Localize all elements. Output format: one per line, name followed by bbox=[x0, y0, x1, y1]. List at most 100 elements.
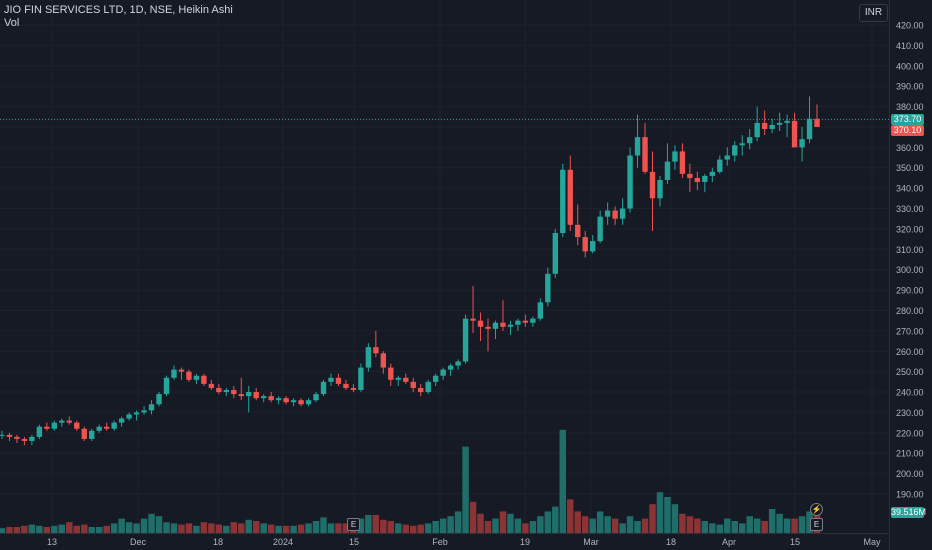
x-tick-label: Dec bbox=[130, 537, 147, 547]
volume-bar bbox=[537, 516, 544, 533]
volume-bar bbox=[634, 521, 641, 533]
candle-body bbox=[186, 371, 192, 380]
candle-body bbox=[29, 436, 35, 441]
volume-bar bbox=[454, 511, 462, 533]
x-tick-label: 2024 bbox=[273, 537, 293, 547]
x-tick-label: Mar bbox=[583, 537, 599, 547]
candle-body bbox=[432, 375, 439, 382]
candle-body bbox=[96, 426, 102, 431]
candle-body bbox=[216, 387, 222, 393]
candle-body bbox=[44, 426, 50, 429]
candle-body bbox=[305, 400, 312, 405]
volume-bar bbox=[95, 527, 103, 533]
candle-body bbox=[612, 210, 618, 219]
earnings-event-marker[interactable]: E bbox=[810, 518, 823, 531]
volume-bar bbox=[507, 513, 514, 533]
symbol-title[interactable]: JIO FIN SERVICES LTD, 1D, NSE, Heikin As… bbox=[4, 4, 233, 16]
volume-bar bbox=[552, 506, 559, 533]
volume-bar bbox=[806, 511, 813, 533]
volume-bar bbox=[305, 523, 312, 533]
y-tick-label: 380.00 bbox=[896, 102, 924, 112]
y-tick-label: 400.00 bbox=[896, 61, 924, 71]
candle-body bbox=[141, 410, 147, 413]
volume-bar bbox=[200, 522, 208, 533]
volume-indicator-label[interactable]: Vol bbox=[4, 17, 20, 29]
candle-body bbox=[335, 377, 342, 384]
candle-body bbox=[253, 392, 259, 399]
candle-body bbox=[178, 369, 185, 372]
volume-bar bbox=[58, 524, 66, 533]
candle-body bbox=[298, 400, 304, 405]
candle-body bbox=[410, 381, 416, 388]
x-tick-label: 18 bbox=[213, 537, 223, 547]
volume-bar bbox=[656, 492, 664, 533]
volume-bar bbox=[357, 518, 365, 533]
volume-bar bbox=[589, 518, 596, 533]
candle-body bbox=[597, 216, 603, 242]
candle-body bbox=[694, 177, 701, 183]
open-price-badge: 370.10 bbox=[891, 125, 924, 136]
volume-bar bbox=[701, 521, 709, 533]
volume-bar bbox=[596, 511, 604, 533]
volume-bar bbox=[155, 516, 163, 533]
candle-body bbox=[163, 377, 170, 395]
candle-body bbox=[350, 387, 357, 391]
x-tick-label: 18 bbox=[666, 537, 676, 547]
candle-body bbox=[208, 383, 215, 388]
volume-bar bbox=[544, 511, 552, 533]
currency-button[interactable]: INR bbox=[859, 4, 888, 22]
candle-body bbox=[552, 232, 558, 274]
candle-body bbox=[59, 420, 65, 423]
candle-body bbox=[649, 171, 656, 199]
y-tick-label: 200.00 bbox=[896, 469, 924, 479]
candle-body bbox=[440, 369, 446, 376]
candle-body bbox=[500, 322, 506, 327]
candle-body bbox=[485, 326, 491, 329]
volume-bar bbox=[81, 524, 88, 533]
time-axis[interactable]: 13 Dec 18 2024 15 Feb 19 Mar 18 Apr 15 May bbox=[47, 537, 881, 547]
candle-body bbox=[201, 375, 207, 384]
volume-bar bbox=[178, 524, 185, 533]
y-tick-label: 250.00 bbox=[896, 367, 924, 377]
candle-body bbox=[36, 426, 43, 437]
x-tick-label: Feb bbox=[432, 537, 448, 547]
volume-bar bbox=[716, 524, 724, 533]
volume-bar bbox=[567, 499, 574, 533]
earnings-event-marker[interactable]: E bbox=[347, 518, 360, 531]
volume-bar bbox=[223, 525, 230, 533]
candle-body bbox=[522, 320, 529, 323]
volume-bar bbox=[724, 518, 731, 533]
candle-body bbox=[275, 398, 282, 401]
volume-bar bbox=[320, 517, 327, 533]
volume-bar bbox=[477, 513, 484, 533]
candle-body bbox=[784, 120, 790, 123]
y-tick-label: 310.00 bbox=[896, 245, 924, 255]
candle-body bbox=[575, 224, 581, 238]
y-tick-label: 260.00 bbox=[896, 347, 924, 357]
x-tick-label: May bbox=[863, 537, 881, 547]
candle-body bbox=[365, 347, 372, 368]
volume-bar bbox=[297, 524, 305, 533]
candle-body bbox=[627, 155, 633, 209]
candle-body bbox=[313, 394, 319, 401]
price-axis[interactable]: 190.00 200.00 210.00 220.00 230.00 240.00 250.… bbox=[896, 21, 924, 500]
candle-body bbox=[492, 322, 499, 329]
candle-body bbox=[530, 318, 536, 323]
candle-body bbox=[582, 237, 588, 252]
last-price-badge: 373.70 bbox=[891, 114, 924, 125]
candle-body bbox=[343, 383, 349, 388]
x-tick-label: 15 bbox=[349, 537, 359, 547]
volume-bar bbox=[275, 525, 282, 533]
candle-body bbox=[747, 137, 753, 144]
volume-bar bbox=[395, 523, 402, 533]
volume-bar bbox=[88, 527, 95, 533]
candle-body bbox=[761, 122, 768, 129]
volume-bar bbox=[372, 515, 380, 533]
volume-bar bbox=[798, 516, 806, 533]
candle-body bbox=[103, 426, 110, 429]
volume-bar bbox=[514, 518, 522, 533]
volume-bar bbox=[529, 521, 537, 533]
bolt-icon[interactable]: ⚡ bbox=[810, 503, 823, 516]
candle-body bbox=[477, 320, 484, 327]
